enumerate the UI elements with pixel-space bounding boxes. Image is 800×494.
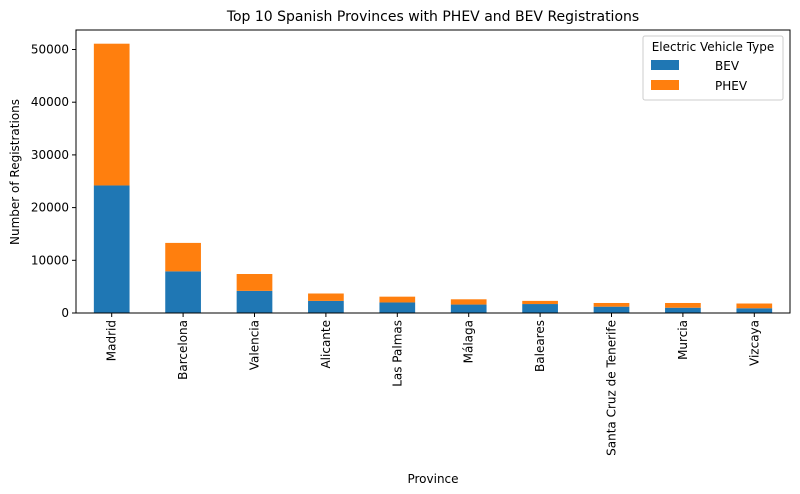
y-tick-label: 30000 <box>31 148 69 162</box>
x-axis-label: Province <box>407 472 458 486</box>
x-tick-label: Barcelona <box>176 320 190 380</box>
y-tick-label: 0 <box>61 306 69 320</box>
y-tick-label: 20000 <box>31 201 69 215</box>
legend-title: Electric Vehicle Type <box>652 40 775 54</box>
x-tick-label: Murcia <box>676 320 690 360</box>
bar-phev-9 <box>736 303 773 309</box>
bar-phev-4 <box>379 296 416 303</box>
plot-frame <box>75 29 791 314</box>
x-tick-label: Santa Cruz de Tenerife <box>605 320 619 456</box>
bar-phev-3 <box>308 293 344 301</box>
x-tick-label: Valencia <box>248 320 262 370</box>
x-tick-label: Las Palmas <box>390 320 404 387</box>
bar-phev-8 <box>665 302 701 308</box>
bar-phev-0 <box>93 43 130 186</box>
bar-bev-7 <box>593 306 630 313</box>
bar-phev-7 <box>593 302 630 307</box>
y-tick-label: 50000 <box>31 42 69 56</box>
x-tick-label: Alicante <box>319 320 333 369</box>
x-tick-label: Madrid <box>105 320 119 361</box>
x-tick-label: Málaga <box>462 320 476 363</box>
legend-swatch-bev <box>651 60 679 70</box>
bar-bev-8 <box>665 307 701 313</box>
bar-phev-2 <box>236 274 273 291</box>
bar-bev-2 <box>236 290 273 313</box>
legend-swatch-phev <box>651 80 679 90</box>
legend-items: BEV PHEV <box>651 59 748 93</box>
bars-group <box>93 43 773 313</box>
bar-bev-3 <box>308 300 344 313</box>
y-axis: 0 10000 20000 30000 40000 50000 <box>31 42 76 320</box>
legend: Electric Vehicle Type BEV PHEV <box>642 35 784 101</box>
legend-label-phev: PHEV <box>715 79 748 93</box>
bar-bev-5 <box>450 304 487 313</box>
bar-bev-6 <box>522 304 558 313</box>
x-tick-label: Vizcaya <box>747 320 761 366</box>
bar-bev-0 <box>93 185 130 313</box>
y-tick-label: 10000 <box>31 253 69 267</box>
bar-bev-9 <box>736 308 773 313</box>
y-tick-label: 40000 <box>31 95 69 109</box>
bar-phev-1 <box>165 242 201 272</box>
x-tick-label: Baleares <box>533 320 547 372</box>
bar-phev-5 <box>450 299 487 305</box>
bar-phev-6 <box>522 300 558 305</box>
legend-label-bev: BEV <box>715 59 740 73</box>
y-axis-label: Number of Registrations <box>8 99 22 245</box>
chart-title: Top 10 Spanish Provinces with PHEV and B… <box>226 9 639 25</box>
x-axis: Madrid Barcelona Valencia Alicante Las Palma… <box>105 313 761 456</box>
bar-bev-4 <box>379 302 416 313</box>
bar-bev-1 <box>165 271 201 313</box>
